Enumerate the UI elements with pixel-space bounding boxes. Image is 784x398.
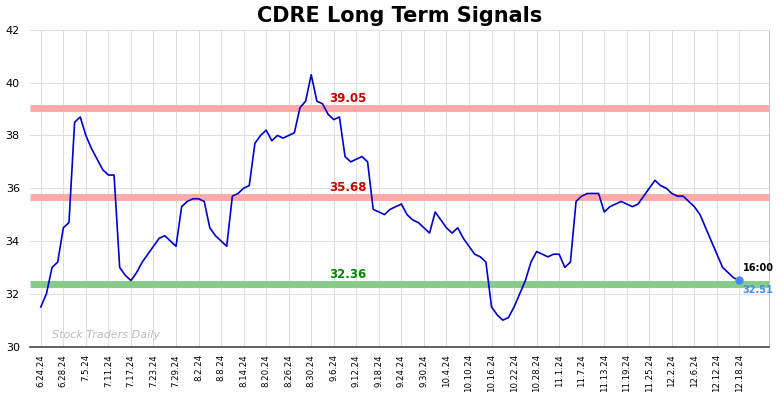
Text: 35.68: 35.68 (329, 181, 367, 194)
Title: CDRE Long Term Signals: CDRE Long Term Signals (256, 6, 542, 25)
Text: Stock Traders Daily: Stock Traders Daily (52, 330, 160, 340)
Text: 32.36: 32.36 (329, 269, 367, 281)
Point (733, 277, 746, 283)
Text: 32.51: 32.51 (742, 285, 774, 295)
Text: 16:00: 16:00 (742, 263, 774, 273)
Text: 39.05: 39.05 (329, 92, 367, 105)
